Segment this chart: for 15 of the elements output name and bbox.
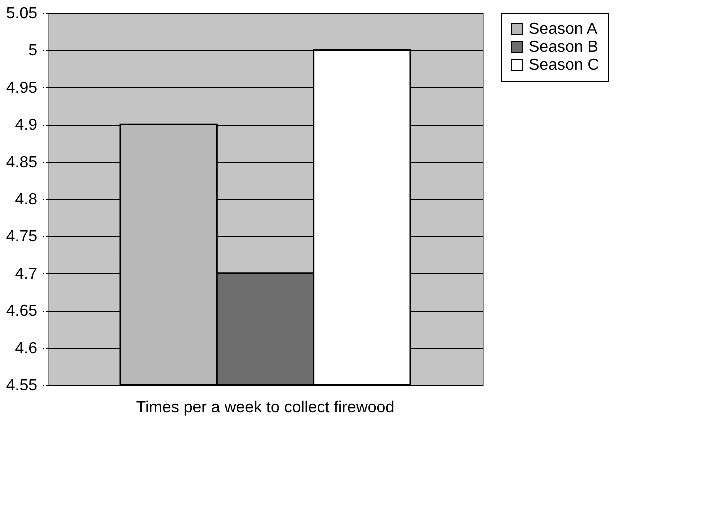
- y-tick-label: 5: [28, 42, 38, 60]
- legend-label: Season A: [529, 21, 598, 38]
- y-tick-label: 4.6: [15, 340, 38, 358]
- y-tick-label: 5.05: [6, 6, 38, 22]
- x-tick-label: Times per a week to collect firewood: [136, 400, 395, 416]
- y-tick-label: 4.8: [15, 192, 38, 208]
- legend-label: Season B: [529, 39, 598, 56]
- y-tick-label: 4.75: [6, 228, 38, 246]
- y-tick-label: 4.95: [6, 80, 38, 97]
- y-tick-label: 4.85: [6, 154, 38, 172]
- y-tick-label: 4.9: [15, 117, 38, 134]
- legend-label: Season C: [529, 57, 600, 74]
- y-tick-label: 4.7: [15, 266, 38, 283]
- y-tick-label: 4.65: [6, 303, 38, 320]
- y-tick-label: 4.55: [6, 378, 38, 394]
